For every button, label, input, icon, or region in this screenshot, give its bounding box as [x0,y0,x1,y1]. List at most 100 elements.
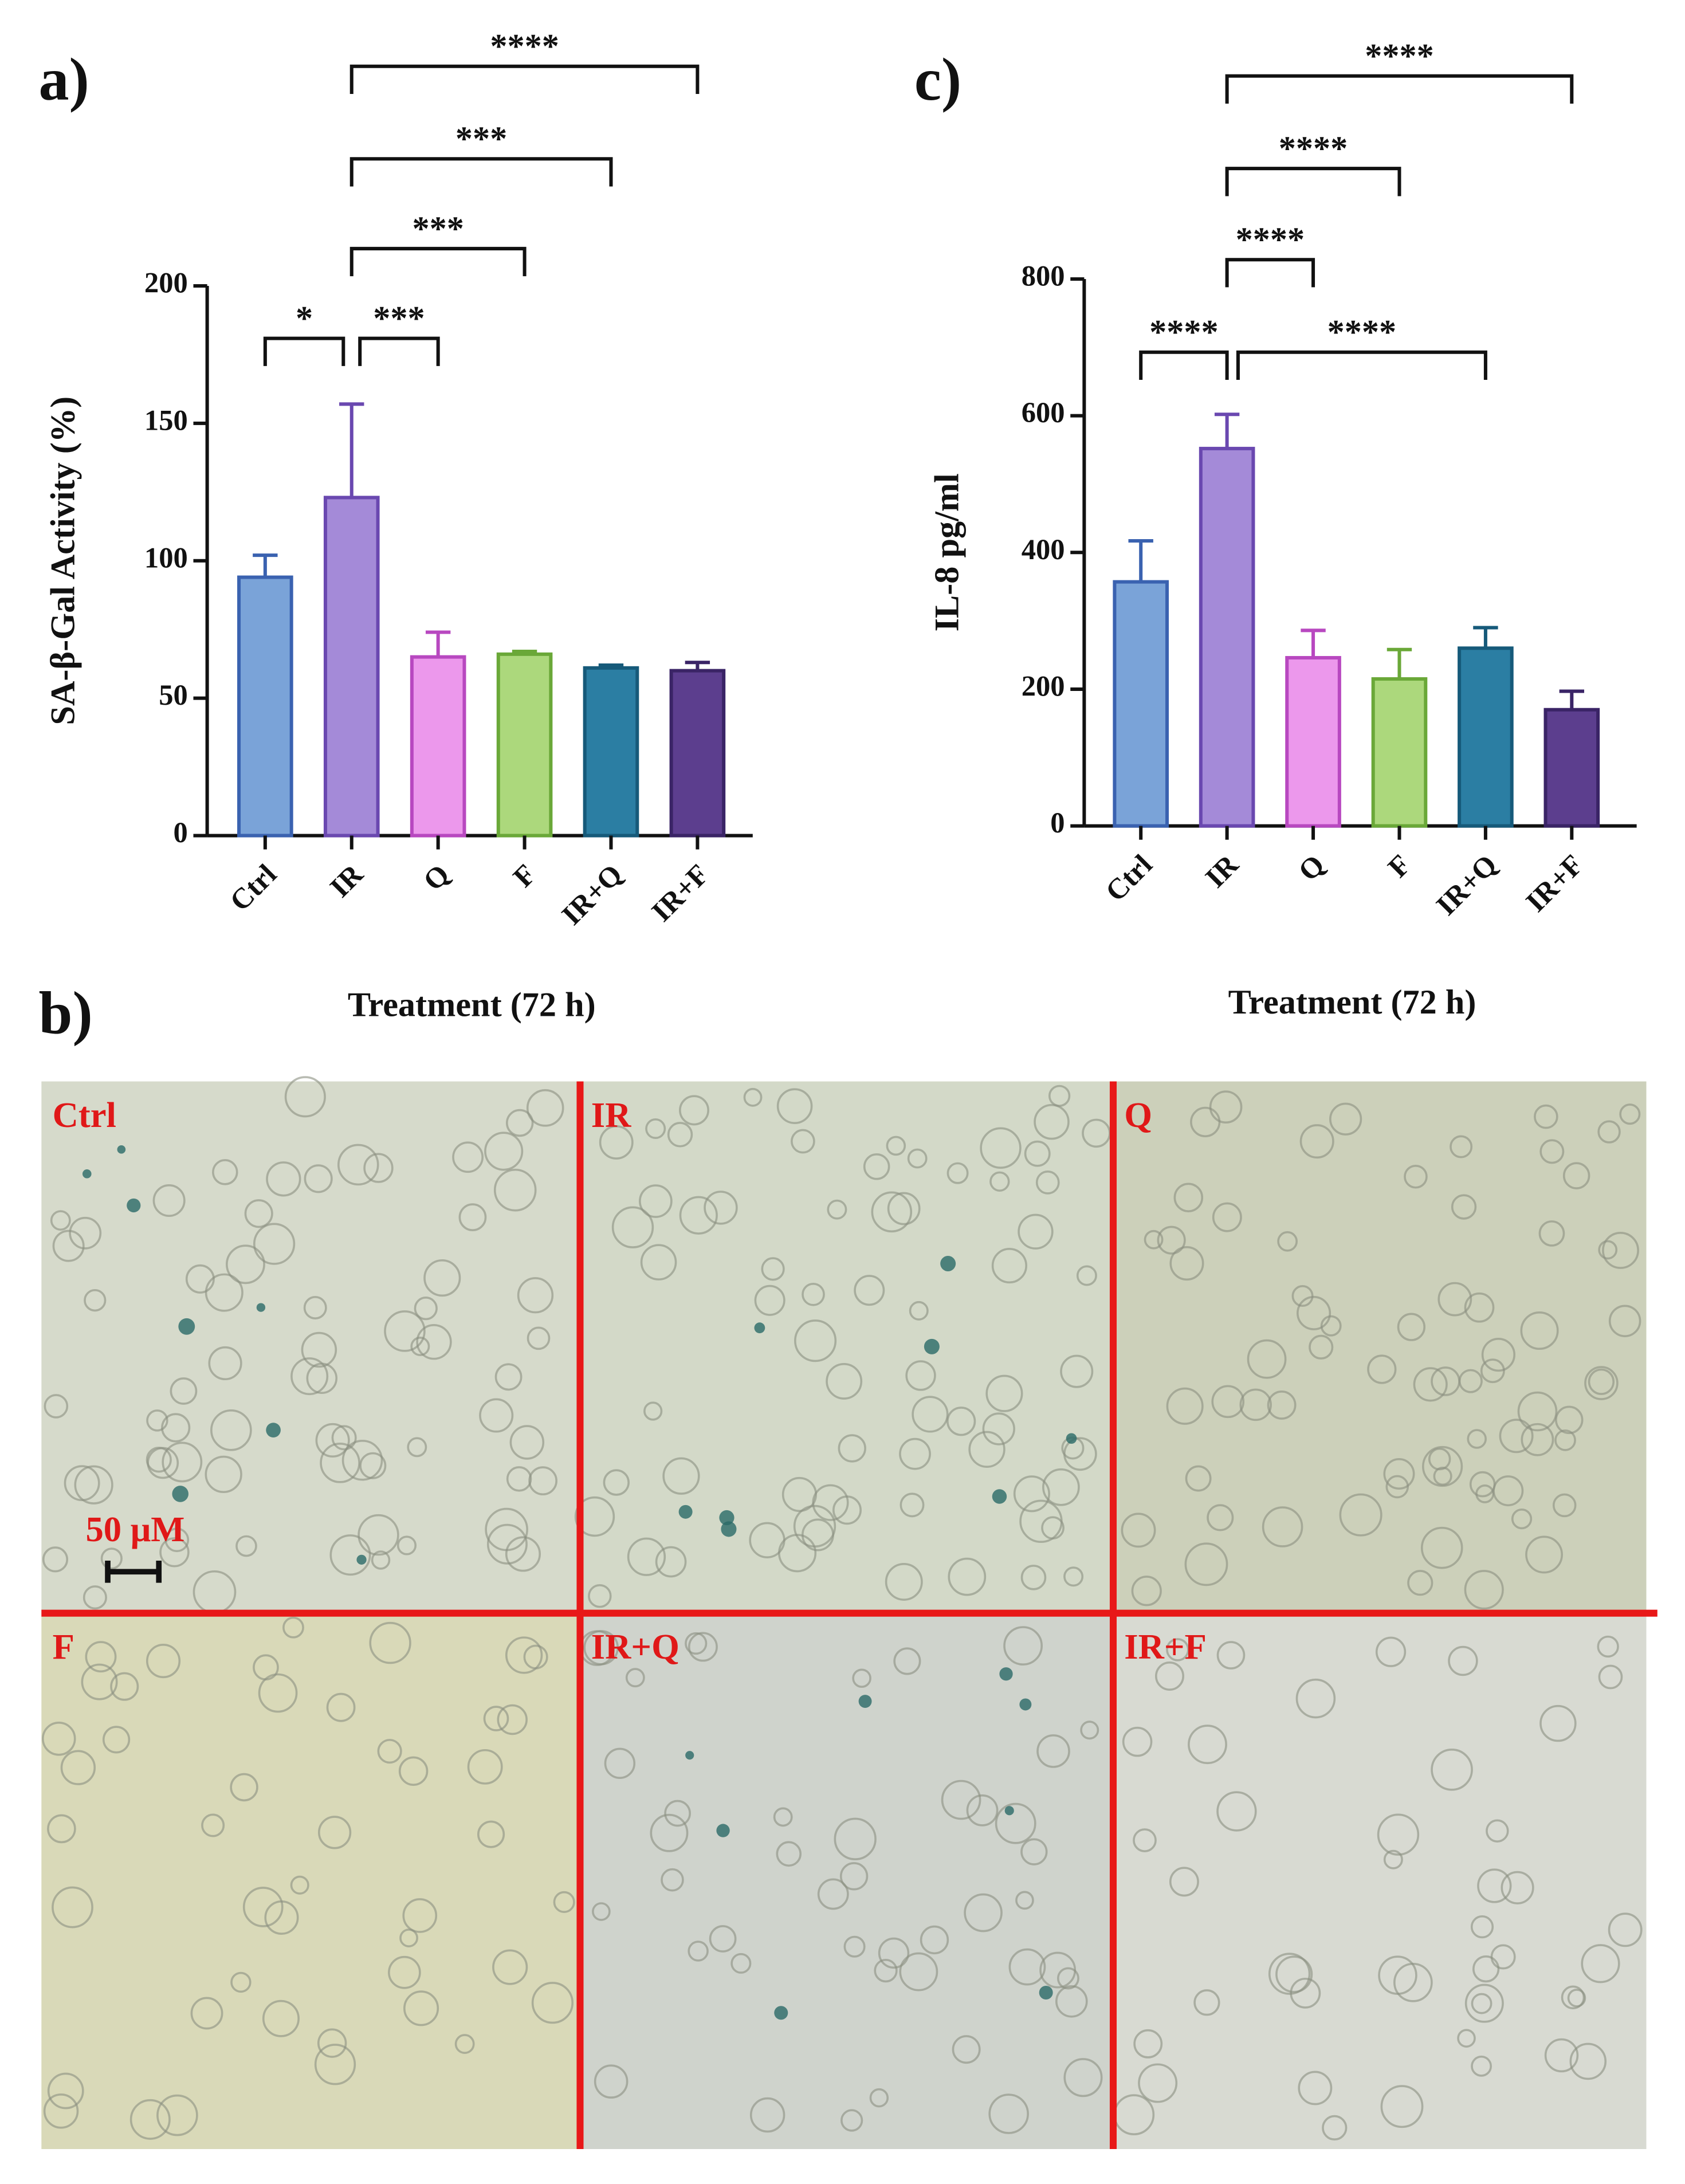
cell [1569,2042,1607,2080]
cell [1193,1989,1220,2016]
cell [226,1244,265,1285]
cell [743,1087,763,1107]
cell [1467,1429,1487,1449]
significance-label: *** [455,120,507,158]
stain [940,1256,956,1271]
stain [127,1198,141,1213]
cell [777,1534,817,1573]
cell [290,1357,329,1396]
micrograph-panel [41,1613,580,2149]
stain [82,1169,92,1179]
cell [1437,1282,1472,1317]
significance-bracket [1236,350,1487,380]
cell [1407,1570,1433,1596]
cell [625,1668,645,1688]
cell [146,1409,168,1432]
cell [60,1750,96,1785]
cell [1561,1985,1585,2010]
cell [1133,1828,1157,1852]
cell [1521,1423,1554,1456]
cell [341,1439,383,1481]
y-tick-label: 600 [1022,396,1065,429]
cell [50,1210,71,1231]
cell [1428,1447,1451,1471]
cell [1380,2085,1424,2128]
x-tick-label: IR+F [1519,849,1589,918]
significance-label: * [296,300,313,338]
stain [774,2006,788,2020]
stain [1019,1698,1032,1711]
cell [201,1813,225,1837]
cell [100,1547,123,1570]
cell [952,2035,981,2064]
cell [773,1807,793,1827]
cell [650,1813,689,1852]
cell [907,1148,928,1169]
cell [159,1537,190,1568]
cell [1322,2115,1348,2141]
cell [592,1902,611,1921]
x-tick-label: IR [324,858,370,904]
cell [262,2000,300,2037]
cell [509,1425,545,1460]
cell [685,1632,708,1655]
cell [1063,1566,1084,1587]
cell [1431,1366,1460,1396]
cell [398,1756,429,1786]
cell [388,1955,421,1989]
cell [1499,1419,1534,1454]
cell [479,1398,514,1433]
panel-label: a) [38,45,89,113]
cell [1024,1140,1051,1167]
cell [47,2072,84,2110]
significance-bracket [1225,258,1315,288]
cell [1309,1334,1334,1360]
significance-label: *** [412,210,464,248]
cell [526,1089,564,1127]
cell [414,1297,438,1321]
cell [258,1673,298,1713]
cell [991,1247,1027,1284]
cell [84,1289,107,1312]
cell [627,1537,666,1576]
micrograph-label: F [53,1627,74,1667]
cell [1552,1493,1577,1518]
cell [358,1514,399,1556]
significance-bracket [349,157,613,187]
cell [1375,1636,1407,1667]
cell [1188,1725,1227,1765]
cell [1475,1484,1495,1503]
cell [885,1562,923,1601]
cell [1082,1118,1111,1148]
bar [1371,677,1428,828]
cell [1464,1570,1504,1610]
cell [102,1726,131,1754]
micrograph-label: IR [591,1095,631,1135]
stain [1039,1986,1053,2000]
cell [1608,1912,1643,1947]
stain [924,1338,940,1354]
bar [496,652,553,838]
cell [1207,1504,1234,1531]
bar [583,666,639,838]
cell [146,1644,181,1679]
cell [640,1244,677,1280]
error-bar [1128,539,1153,582]
cell [85,1641,117,1673]
cell [709,1925,737,1953]
micrograph-label: Ctrl [53,1095,116,1135]
cell [1320,1315,1342,1337]
cell [1239,1388,1272,1421]
cell [839,1862,869,1891]
y-axis-title: IL-8 pg/ml [928,473,966,631]
cell [1122,1726,1153,1757]
cell [506,1466,532,1492]
cell [1544,2038,1579,2073]
cell [826,1363,863,1400]
cell [645,1118,666,1140]
cell [315,1423,350,1458]
y-tick-label: 150 [144,404,188,436]
cell [1169,1246,1204,1281]
cell [41,1721,76,1756]
cell [371,1550,391,1570]
